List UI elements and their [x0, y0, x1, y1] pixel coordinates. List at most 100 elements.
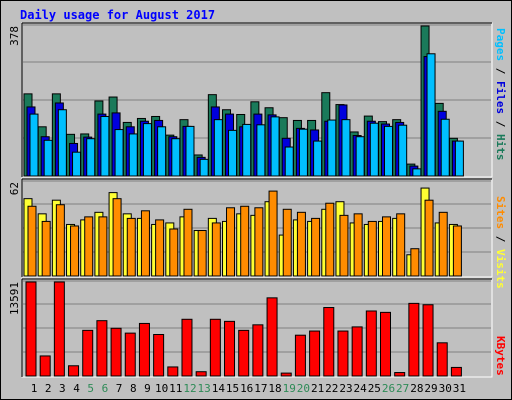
- bar-pages-day-21: [313, 140, 323, 177]
- bar-kbytes-day-20: [294, 334, 306, 377]
- bar-sites-day-16: [240, 205, 250, 277]
- x-tick-label: 16: [240, 382, 253, 395]
- bar-kbytes-day-2: [39, 355, 51, 377]
- x-tick-label: 23: [339, 382, 352, 395]
- bar-kbytes-day-21: [309, 330, 321, 377]
- bar-sites-day-27: [396, 213, 406, 277]
- bar-pages-day-22: [327, 119, 337, 177]
- legend-part: Sites: [494, 196, 507, 229]
- bar-sites-day-21: [311, 217, 321, 277]
- bar-sites-day-20: [296, 211, 306, 277]
- bar-kbytes-day-12: [181, 318, 193, 377]
- bar-pages-day-7: [114, 129, 124, 177]
- bar-sites-day-31: [452, 225, 462, 277]
- bar-kbytes-day-28: [408, 302, 420, 377]
- x-tick-label: 25: [368, 382, 381, 395]
- bar-kbytes-day-15: [224, 320, 236, 377]
- bar-kbytes-day-5: [82, 329, 94, 377]
- legend-part: Pages: [494, 28, 507, 61]
- bar-kbytes-day-7: [110, 327, 122, 377]
- bar-pages-day-6: [100, 115, 110, 177]
- bar-sites-day-4: [70, 225, 80, 277]
- bar-sites-day-22: [325, 202, 335, 277]
- x-tick-label: 2: [45, 382, 52, 395]
- bar-kbytes-day-18: [266, 297, 278, 377]
- bar-pages-day-12: [185, 125, 195, 177]
- bar-kbytes-day-26: [380, 311, 391, 377]
- bar-kbytes-day-30: [436, 342, 448, 377]
- bar-kbytes-day-22: [323, 307, 335, 377]
- bar-pages-day-13: [199, 158, 209, 177]
- bar-pages-day-31: [454, 140, 464, 177]
- legend-part: /: [494, 61, 507, 81]
- bar-pages-day-14: [213, 119, 223, 177]
- bar-pages-day-11: [171, 138, 181, 177]
- bar-pages-day-29: [426, 53, 436, 177]
- bar-kbytes-day-14: [209, 318, 221, 377]
- bar-sites-day-23: [339, 214, 349, 277]
- bar-sites-day-25: [367, 220, 377, 277]
- bar-sites-day-1: [27, 205, 37, 277]
- bar-sites-day-18: [268, 190, 278, 277]
- legend-part: Visits: [494, 249, 507, 289]
- bar-sites-day-6: [98, 216, 108, 277]
- bar-pages-day-15: [228, 129, 238, 177]
- x-tick-label: 10: [155, 382, 168, 395]
- bar-sites-day-19: [282, 208, 292, 277]
- x-tick-label: 9: [144, 382, 151, 395]
- bar-kbytes-day-27: [394, 372, 406, 377]
- bar-pages-day-19: [284, 146, 294, 177]
- x-tick-label: 13: [198, 382, 211, 395]
- bar-kbytes-day-31: [450, 366, 462, 377]
- bar-pages-day-4: [72, 151, 82, 177]
- x-tick-label: 31: [453, 382, 466, 395]
- bar-pages-day-9: [142, 123, 152, 177]
- x-tick-label: 11: [169, 382, 182, 395]
- bar-pages-day-24: [355, 136, 365, 177]
- bar-sites-day-9: [140, 210, 150, 277]
- max-label-kbytes: 13591: [8, 282, 21, 315]
- bar-pages-day-1: [29, 113, 39, 177]
- legend-pages-files-hits: Pages / Files / Hits: [494, 28, 507, 161]
- bar-sites-day-14: [211, 222, 221, 277]
- x-tick-label: 3: [59, 382, 66, 395]
- x-tick-label: 15: [226, 382, 239, 395]
- x-tick-label: 19: [283, 382, 296, 395]
- x-tick-label: 17: [254, 382, 267, 395]
- x-tick-label: 18: [268, 382, 281, 395]
- bar-sites-day-28: [410, 248, 420, 277]
- bar-kbytes-day-8: [124, 332, 136, 377]
- legend-sites-visits: Sites / Visits: [494, 196, 507, 289]
- bar-kbytes-day-11: [167, 366, 179, 377]
- x-tick-label: 6: [102, 382, 109, 395]
- x-tick-label: 28: [410, 382, 423, 395]
- bar-kbytes-day-19: [280, 372, 292, 377]
- bar-sites-day-29: [424, 199, 434, 277]
- legend-part: KBytes: [494, 336, 507, 376]
- chart-title: Daily usage for August 2017: [20, 8, 216, 22]
- bar-pages-day-8: [128, 133, 138, 177]
- bar-pages-day-18: [270, 116, 280, 177]
- bar-pages-day-17: [256, 124, 266, 177]
- bar-pages-day-26: [384, 125, 393, 177]
- legend-kbytes: KBytes: [494, 336, 507, 376]
- bar-sites-day-7: [112, 198, 122, 277]
- bar-sites-day-15: [226, 207, 236, 277]
- legend-part: /: [494, 229, 507, 249]
- bar-pages-day-20: [298, 128, 308, 177]
- bar-kbytes-day-16: [238, 329, 250, 377]
- x-tick-label: 7: [116, 382, 123, 395]
- bar-kbytes-day-10: [153, 334, 165, 377]
- bar-kbytes-day-4: [68, 365, 80, 377]
- bar-sites-day-17: [254, 207, 264, 277]
- bar-sites-day-11: [169, 228, 179, 277]
- x-tick-label: 4: [73, 382, 80, 395]
- x-tick-label: 29: [424, 382, 437, 395]
- max-label-visits-sites: 62: [8, 182, 21, 195]
- x-tick-label: 24: [354, 382, 368, 395]
- bar-sites-day-8: [126, 217, 136, 277]
- x-tick-label: 27: [396, 382, 409, 395]
- x-tick-label: 5: [87, 382, 94, 395]
- bar-kbytes-day-6: [96, 320, 108, 377]
